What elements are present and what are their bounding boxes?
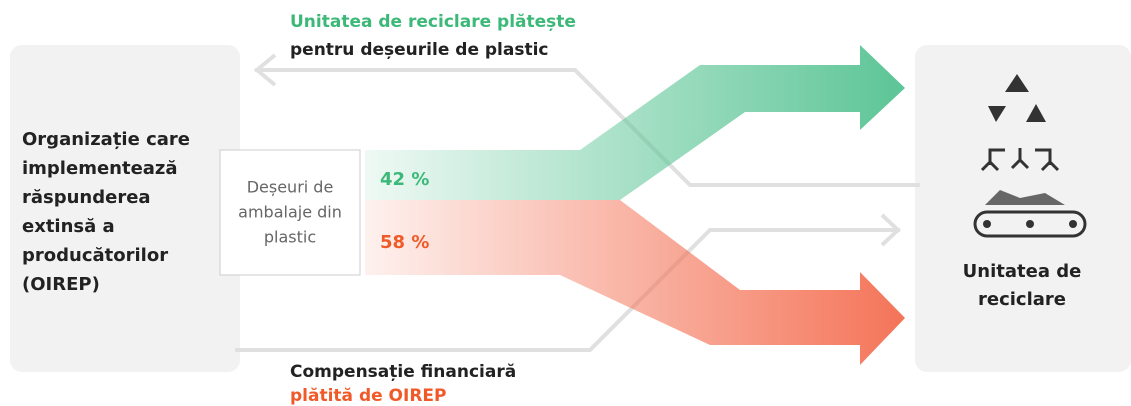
text-line: Unitatea de (963, 261, 1082, 282)
green-flow (365, 45, 905, 200)
top-label: Unitatea de reciclare plătește (290, 12, 576, 32)
center-text: Deșeuri de ambalaje din plastic (238, 178, 342, 247)
text-line: implementează (22, 158, 178, 179)
text-line: ambalaje din (238, 203, 342, 222)
left-box (10, 45, 240, 372)
bottom-label: Compensație financiară (290, 362, 516, 382)
right-box (915, 45, 1131, 372)
green-percent: 42 % (380, 169, 429, 190)
text-line: plastic (264, 228, 316, 247)
text-line: (OIREP) (22, 274, 100, 295)
text-line: reciclare (978, 289, 1066, 310)
left-text: Organizație care implementează răspunderea… (22, 129, 190, 295)
text-line: Deșeuri de (247, 178, 334, 197)
bottom-label: plătită de OIREP (290, 386, 447, 406)
text-line: producătorilor (22, 245, 168, 266)
orange-percent: 58 % (380, 232, 429, 253)
text-line: Organizație care (22, 129, 190, 150)
orange-flow (365, 200, 905, 365)
recycle-icon (973, 74, 1087, 238)
top-label: pentru deșeurile de plastic (290, 40, 549, 60)
center-box (219, 149, 361, 276)
text-line: răspunderea (22, 187, 151, 208)
text-line: extinsă a (22, 216, 115, 237)
right-text: Unitatea de reciclare (963, 261, 1082, 310)
